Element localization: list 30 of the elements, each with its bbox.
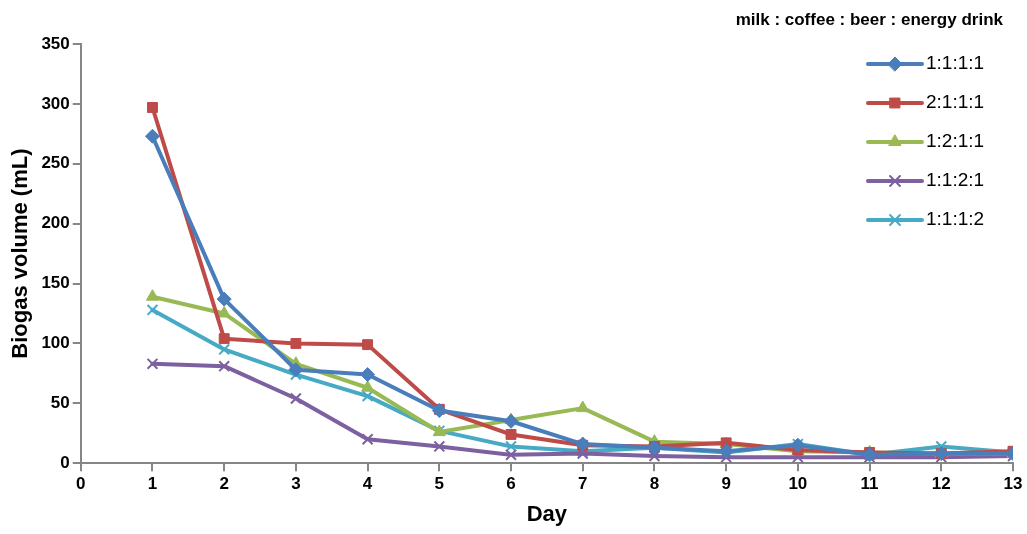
x-tick-label: 5 (434, 474, 445, 494)
x-tick-label: 10 (788, 474, 808, 494)
x-tick-label: 2 (219, 474, 229, 494)
x-tick-label: 6 (506, 474, 516, 494)
x-tick-label: 13 (1003, 474, 1023, 494)
y-tick-label: 200 (41, 213, 70, 233)
x-tick-label: 9 (721, 474, 731, 494)
x-tick-label: 3 (291, 474, 301, 494)
y-tick-label: 150 (41, 273, 70, 293)
y-tick-label: 0 (60, 452, 70, 472)
y-tick-label: 100 (41, 333, 70, 353)
x-tick-label: 0 (76, 474, 86, 494)
x-tick-label: 12 (931, 474, 951, 494)
x-tick-label: 1 (147, 474, 158, 494)
y-tick-label: 300 (41, 93, 70, 113)
x-tick-label: 4 (362, 474, 373, 494)
x-tick-label: 11 (860, 474, 879, 494)
y-tick-label: 350 (41, 33, 70, 53)
x-tick-label: 8 (649, 474, 660, 494)
legend-label: 1:1:2:1 (926, 169, 985, 191)
y-tick-label: 50 (50, 393, 70, 412)
x-tick-label: 7 (578, 474, 588, 494)
legend-label: 1:1:1:1 (926, 52, 985, 74)
y-tick-label: 250 (41, 153, 70, 173)
legend-label: 1:2:1:1 (926, 130, 985, 152)
legend-label: 2:1:1:1 (926, 91, 985, 113)
legend-label: 1:1:1:2 (926, 208, 985, 230)
x-axis-title: Day (526, 500, 568, 526)
y-axis-title: Biogas volume (mL) (7, 148, 33, 359)
legend-title: milk : coffee : beer : energy drink (735, 9, 1004, 29)
